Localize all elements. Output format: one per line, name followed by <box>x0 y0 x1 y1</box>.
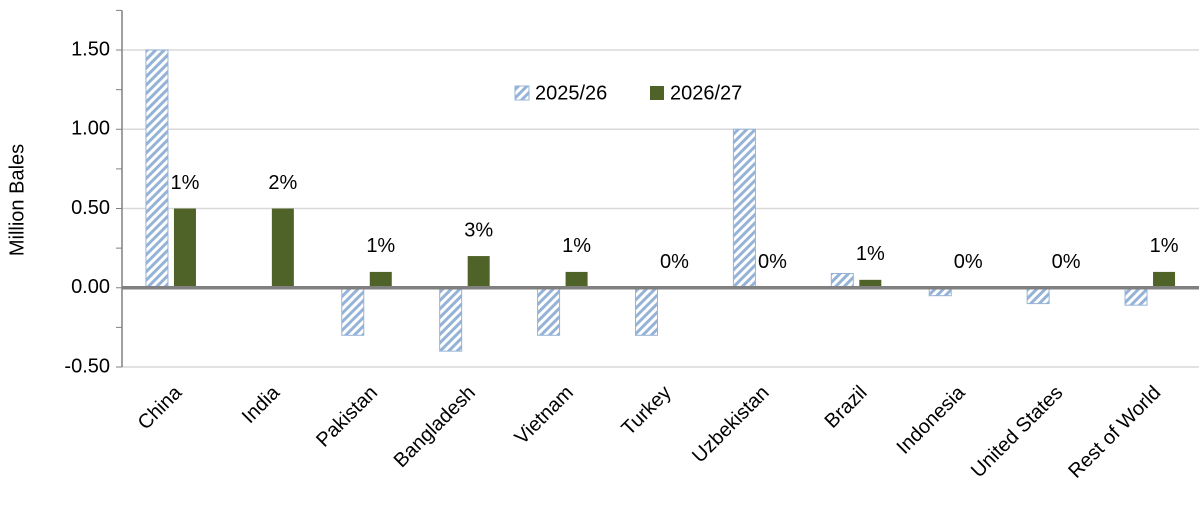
bar <box>271 208 294 288</box>
bar-annotation: 1% <box>1150 235 1179 257</box>
bar <box>537 287 561 336</box>
bar <box>565 271 588 288</box>
bar-annotation: 2% <box>268 172 297 194</box>
y-tick-label: 1.50 <box>71 38 110 60</box>
bar <box>1153 271 1176 288</box>
bar-annotation: 1% <box>562 235 591 257</box>
bar <box>1124 287 1148 306</box>
bar-annotation: 0% <box>954 251 983 273</box>
bar <box>732 128 756 289</box>
y-tick-label: 0.00 <box>71 276 110 298</box>
x-tick-label: Brazil <box>821 382 872 433</box>
x-tick-label: Bangladesh <box>390 382 480 472</box>
bar <box>145 49 169 289</box>
bar <box>439 287 463 352</box>
bar-annotation: 1% <box>171 172 200 194</box>
y-tick-label: -0.50 <box>64 355 110 377</box>
bar <box>173 208 196 288</box>
x-tick-label: India <box>238 381 285 428</box>
bar-annotation: 0% <box>660 251 689 273</box>
x-tick-label: Turkey <box>618 382 676 440</box>
bar <box>635 287 658 336</box>
bar-annotation: 1% <box>366 235 395 257</box>
y-tick-label: 1.00 <box>71 118 110 140</box>
bar-annotation: 1% <box>856 243 885 265</box>
bar-annotation: 0% <box>758 251 787 273</box>
bar-annotation: 3% <box>464 219 493 241</box>
y-axis-label: Million Bales <box>6 144 28 256</box>
x-tick-label: Vietnam <box>511 382 578 449</box>
bar <box>341 287 365 336</box>
legend-label: 2025/26 <box>535 82 607 104</box>
legend-swatch <box>514 85 530 101</box>
bar <box>369 271 392 288</box>
y-tick-label: 0.50 <box>71 197 110 219</box>
bar <box>467 256 490 288</box>
x-tick-label: Pakistan <box>312 382 382 452</box>
bar <box>1026 287 1050 305</box>
x-tick-label: United States <box>967 382 1067 482</box>
x-tick-label: China <box>134 381 187 434</box>
x-tick-label: Uzbekistan <box>688 382 774 468</box>
legend-swatch <box>650 86 664 100</box>
x-tick-label: Rest of World <box>1064 382 1165 483</box>
x-tick-label: Indonesia <box>893 381 971 459</box>
bar <box>859 279 882 288</box>
legend-label: 2026/27 <box>670 82 742 104</box>
bar <box>830 272 854 289</box>
bar-annotation: 0% <box>1052 251 1081 273</box>
